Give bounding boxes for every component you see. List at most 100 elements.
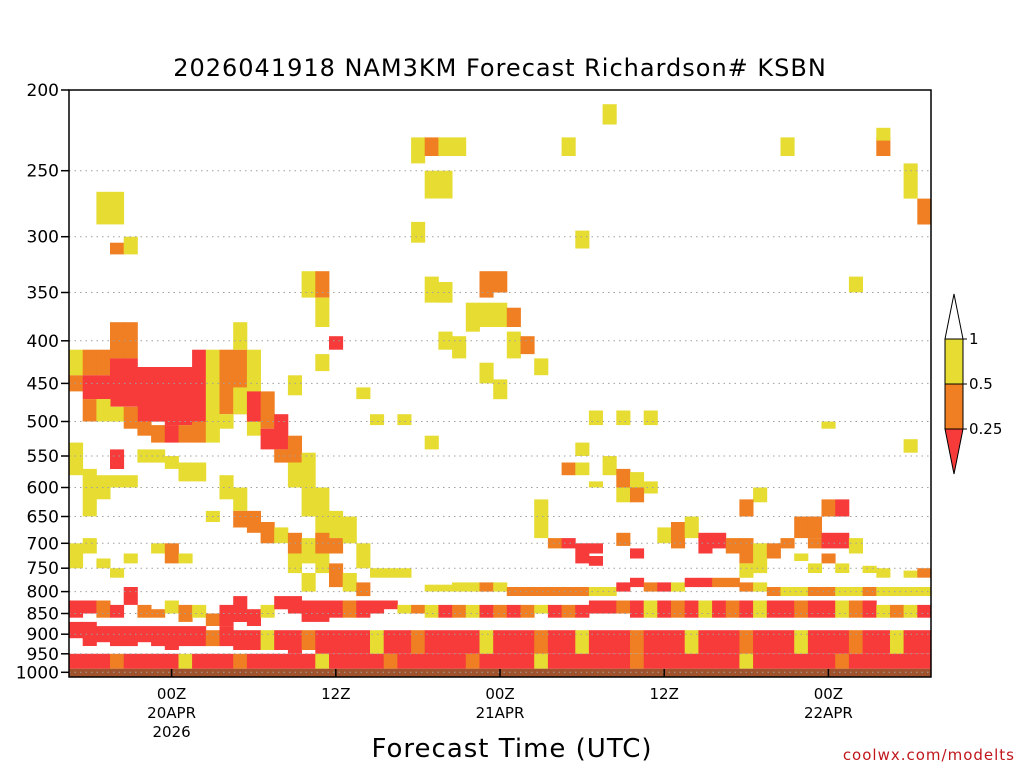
x-tick-label: 00Z — [485, 685, 514, 703]
heatmap-cell — [862, 653, 877, 669]
heatmap-cell — [342, 630, 357, 654]
x-tick-label: 00Z — [157, 685, 186, 703]
heatmap-cell — [205, 349, 220, 422]
y-tick-label: 850 — [27, 605, 59, 625]
heatmap-cell — [260, 428, 275, 450]
heatmap-cell — [110, 449, 125, 469]
heatmap-cell — [356, 387, 371, 400]
heatmap-cell — [479, 302, 494, 327]
heatmap-cell — [561, 604, 576, 618]
heatmap-cell — [534, 604, 549, 614]
heatmap-cell — [465, 653, 480, 669]
heatmap-cell — [110, 568, 125, 578]
heatmap-cell — [725, 600, 740, 618]
heatmap-cell — [69, 600, 84, 618]
heatmap-cell — [739, 653, 754, 669]
heatmap-cell — [862, 587, 877, 596]
heatmap-cell — [411, 221, 426, 243]
heatmap-cell — [561, 462, 576, 476]
heatmap-cell — [274, 653, 289, 669]
heatmap-cell — [561, 538, 576, 549]
heatmap-cell — [315, 653, 330, 669]
heatmap-cell — [164, 543, 179, 564]
heatmap-cell — [69, 653, 84, 669]
y-tick-label: 750 — [27, 559, 59, 579]
heatmap-cell — [123, 626, 138, 647]
heatmap-cell — [753, 487, 768, 503]
heatmap-cell — [575, 462, 590, 476]
heatmap-cell — [479, 582, 494, 592]
heatmap-cell — [739, 499, 754, 517]
heatmap-cell — [452, 630, 467, 654]
heatmap-cell — [698, 630, 713, 654]
heatmap-cell — [178, 425, 193, 443]
heatmap-cell — [862, 565, 877, 573]
heatmap-cell — [862, 630, 877, 654]
heatmap-cell — [82, 538, 97, 554]
heatmap-cell — [903, 570, 918, 578]
y-tick-label: 600 — [27, 479, 59, 499]
heatmap-cell — [110, 322, 125, 359]
heatmap-cell — [616, 487, 631, 503]
heatmap-cell — [151, 626, 166, 647]
heatmap-cell — [534, 499, 549, 517]
y-tick-label: 400 — [27, 332, 59, 352]
heatmap-cell — [602, 587, 617, 596]
heatmap-cells — [69, 104, 932, 669]
heatmap-cell — [807, 587, 822, 596]
heatmap-cell — [178, 553, 193, 564]
heatmap-cell — [452, 336, 467, 359]
y-tick-label: 650 — [27, 508, 59, 528]
heatmap-cell — [424, 435, 439, 450]
heatmap-cell — [561, 630, 576, 654]
heatmap-cell — [547, 630, 562, 654]
heatmap-cell — [657, 582, 672, 592]
heatmap-cell — [588, 481, 603, 488]
heatmap-cell — [164, 456, 179, 469]
heatmap-cell — [287, 553, 302, 574]
heatmap-cell — [725, 630, 740, 654]
heatmap-cell — [329, 563, 344, 588]
heatmap-cell — [329, 538, 344, 554]
heatmap-cell — [383, 630, 398, 654]
heatmap-cell — [835, 563, 850, 573]
heatmap-cell — [630, 487, 645, 503]
heatmap-cell — [890, 604, 905, 618]
heatmap-cell — [110, 604, 125, 618]
heatmap-cell — [671, 582, 686, 592]
y-tick-label: 250 — [27, 162, 59, 182]
heatmap-cell — [452, 137, 467, 156]
heatmap-cell — [96, 653, 111, 669]
heatmap-cell — [890, 653, 905, 669]
heatmap-cell — [178, 367, 193, 426]
heatmap-cell — [137, 421, 152, 436]
heatmap-cell — [807, 653, 822, 669]
heatmap-cell — [329, 336, 344, 350]
heatmap-cell — [616, 653, 631, 669]
heatmap-cell — [411, 630, 426, 654]
heatmap-cell — [411, 653, 426, 669]
heatmap-cell — [137, 653, 152, 669]
heatmap-cell — [246, 391, 261, 422]
heatmap-cell — [493, 379, 508, 400]
heatmap-cell — [424, 276, 439, 303]
heatmap-cell — [438, 653, 453, 669]
heatmap-cell — [917, 568, 932, 578]
heatmap-cell — [630, 630, 645, 654]
heatmap-cell — [780, 600, 795, 618]
heatmap-cell — [493, 653, 508, 669]
x-tick-label: 21APR — [476, 704, 525, 722]
heatmap-cell — [671, 653, 686, 669]
heatmap-cell — [397, 653, 412, 669]
heatmap-cell — [835, 499, 850, 517]
heatmap-cell — [616, 630, 631, 654]
heatmap-cell — [630, 577, 645, 588]
heatmap-cell — [137, 604, 152, 618]
heatmap-cell — [370, 653, 385, 669]
y-tick-label: 1000 — [16, 663, 59, 683]
heatmap-cell — [96, 349, 111, 376]
colorbar-tick-label: 0.5 — [969, 375, 993, 393]
heatmap-cell — [602, 600, 617, 614]
heatmap-cell — [739, 563, 754, 578]
